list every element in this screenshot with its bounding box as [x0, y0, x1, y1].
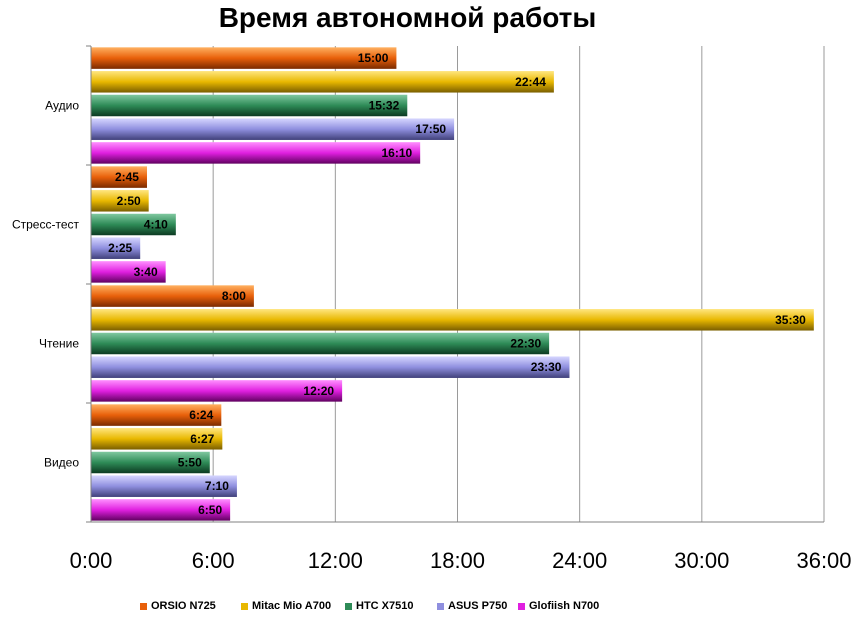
bar: [91, 190, 149, 212]
data-label: 16:10: [381, 146, 412, 160]
legend-label: Mitac Mio A700: [252, 600, 332, 612]
category-label: Чтение: [39, 337, 79, 351]
legend-swatch: [518, 602, 525, 610]
bar: [91, 475, 237, 497]
data-label: 17:50: [415, 122, 446, 136]
legend-item: Glofiish N700: [518, 600, 599, 612]
bar: [91, 142, 421, 164]
bar: [91, 213, 176, 236]
x-tick-label: 0:00: [70, 548, 113, 573]
legend-label: Glofiish N700: [529, 600, 600, 612]
legend-label: HTC X7510: [356, 600, 414, 612]
data-label: 22:44: [515, 75, 546, 89]
x-tick-label: 12:00: [308, 548, 363, 573]
bar: [91, 261, 166, 283]
data-label: 12:20: [303, 384, 334, 398]
data-label: 22:30: [510, 337, 541, 351]
x-tick-label: 36:00: [796, 548, 851, 573]
data-label: 23:30: [531, 360, 562, 374]
bar: [91, 94, 408, 117]
bar: [91, 309, 814, 331]
data-label: 5:50: [178, 456, 202, 470]
bar: [91, 332, 550, 355]
x-tick-label: 30:00: [674, 548, 729, 573]
axes: 0:00 6:00 12:00 18:00 24:00 30:00 36:00 Аудио Ст…: [12, 45, 852, 573]
bar: [91, 428, 223, 450]
bar: [91, 71, 554, 93]
data-label: 15:00: [358, 51, 389, 65]
data-label: 6:27: [190, 432, 214, 446]
data-label: 4:10: [144, 218, 168, 232]
bar: [91, 47, 397, 69]
data-label: 2:50: [117, 194, 141, 208]
data-label: 35:30: [775, 313, 806, 327]
bar: [91, 404, 222, 426]
legend-item: Mitac Mio A700: [241, 600, 331, 612]
gridlines: [212, 46, 825, 522]
data-label: 3:40: [134, 265, 158, 279]
legend-swatch: [140, 602, 147, 610]
data-label: 2:25: [108, 241, 132, 255]
data-label: 6:50: [198, 503, 222, 517]
legend-item: HTC X7510: [345, 600, 413, 612]
legend-item: ASUS P750: [437, 600, 507, 612]
bar: [91, 356, 570, 378]
x-tick-label: 18:00: [430, 548, 485, 573]
bar: [91, 285, 254, 307]
data-label: 6:24: [189, 408, 213, 422]
data-label: 2:45: [115, 170, 139, 184]
legend-label: ORSIO N725: [151, 600, 216, 612]
x-tick-label: 24:00: [552, 548, 607, 573]
category-label: Видео: [44, 456, 79, 470]
legend: ORSIO N725 Mitac Mio A700 HTC X7510 ASUS P7…: [140, 600, 740, 616]
legend-swatch: [437, 602, 444, 610]
category-label: Аудио: [45, 99, 79, 113]
bar: [91, 166, 147, 188]
data-label: 15:32: [369, 99, 400, 113]
bar: [91, 451, 210, 474]
x-tick-label: 6:00: [192, 548, 235, 573]
bar: [91, 118, 455, 140]
category-label: Стресс-тест: [12, 218, 80, 232]
bar: [91, 237, 141, 259]
data-label: 7:10: [205, 479, 229, 493]
bar: [91, 380, 343, 402]
legend-swatch: [241, 602, 248, 610]
legend-label: ASUS P750: [448, 600, 508, 612]
bar: [91, 499, 231, 521]
legend-item: ORSIO N725: [140, 600, 216, 612]
data-label: 8:00: [222, 289, 246, 303]
chart-title: Время автономной работы: [218, 2, 597, 33]
legend-swatch: [345, 602, 352, 610]
